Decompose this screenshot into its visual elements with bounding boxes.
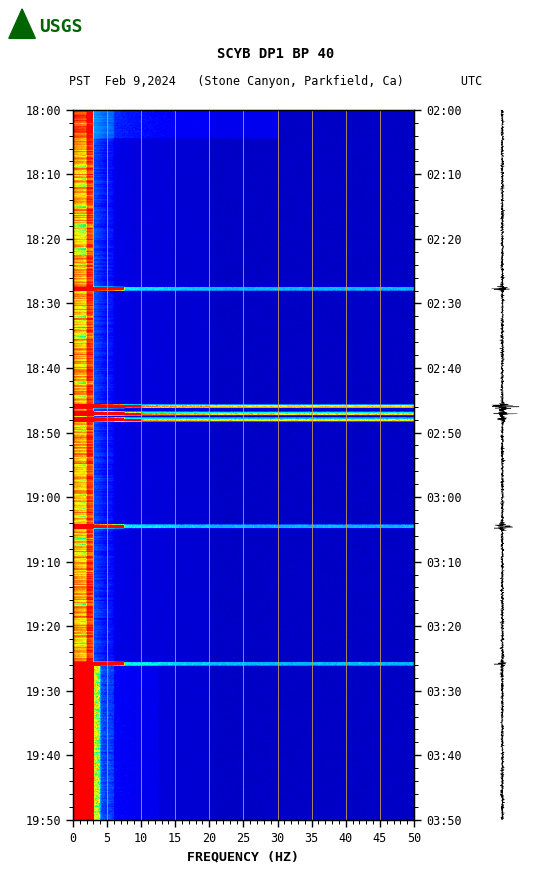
Text: USGS: USGS (39, 18, 82, 36)
X-axis label: FREQUENCY (HZ): FREQUENCY (HZ) (188, 850, 299, 864)
Text: PST  Feb 9,2024   (Stone Canyon, Parkfield, Ca)        UTC: PST Feb 9,2024 (Stone Canyon, Parkfield,… (70, 74, 482, 88)
Polygon shape (9, 9, 35, 38)
Text: SCYB DP1 BP 40: SCYB DP1 BP 40 (217, 46, 335, 61)
